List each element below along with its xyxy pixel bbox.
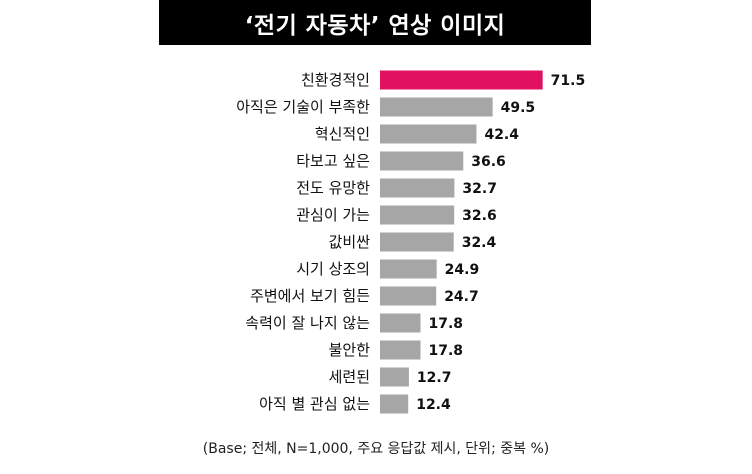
bar-7 [380, 232, 454, 252]
value-label: 71.5 [551, 73, 586, 89]
chart-footnote: (Base; 전체, N=1,000, 주요 응답값 제시, 단위; 중복 %) [202, 441, 550, 457]
value-label: 36.6 [471, 154, 506, 170]
bar-12 [380, 367, 409, 387]
bar-5 [380, 178, 455, 198]
value-label: 32.7 [462, 181, 497, 197]
bar-4 [380, 151, 464, 171]
value-label: 17.8 [428, 316, 463, 332]
bar-13 [380, 394, 409, 414]
category-label: 세련된 [329, 368, 370, 386]
category-label: 주변에서 보기 힘든 [250, 287, 370, 305]
value-label: 12.4 [416, 397, 451, 413]
bar-8 [380, 259, 437, 279]
bar-9 [380, 286, 437, 306]
bar-1 [380, 70, 543, 90]
category-label: 값비싼 [329, 233, 371, 251]
chart-title: ‘전기 자동차’ 연상 이미지 [244, 12, 506, 39]
category-label: 아직 별 관심 없는 [259, 395, 370, 413]
category-label: 불안한 [329, 341, 371, 359]
value-label: 32.6 [462, 208, 497, 224]
value-label: 42.4 [484, 127, 519, 143]
bar-11 [380, 340, 421, 360]
category-label: 타보고 싶은 [296, 152, 370, 170]
bar-chart: 친환경적인 71.5 아직은 기술이 부족한 49.5 혁신적인 42.4 타보고 싶은 36… [236, 70, 586, 414]
value-label: 24.7 [444, 289, 479, 305]
category-label: 아직은 기술이 부족한 [236, 98, 370, 116]
value-label: 32.4 [462, 235, 497, 251]
chart-title-bar: ‘전기 자동차’ 연상 이미지 [159, 0, 591, 45]
category-label: 속력이 잘 나지 않는 [245, 314, 370, 332]
bar-6 [380, 205, 455, 225]
value-label: 17.8 [428, 343, 463, 359]
category-label: 시기 상조의 [296, 260, 370, 278]
category-label: 관심이 가는 [296, 206, 370, 224]
value-label: 24.9 [445, 262, 480, 278]
category-label: 전도 유망한 [296, 179, 370, 197]
category-label: 친환경적인 [301, 71, 370, 89]
bar-2 [380, 97, 493, 117]
value-label: 49.5 [501, 100, 536, 116]
bar-10 [380, 313, 421, 333]
value-label: 12.7 [417, 370, 452, 386]
category-label: 혁신적인 [315, 125, 370, 143]
bar-3 [380, 124, 477, 144]
